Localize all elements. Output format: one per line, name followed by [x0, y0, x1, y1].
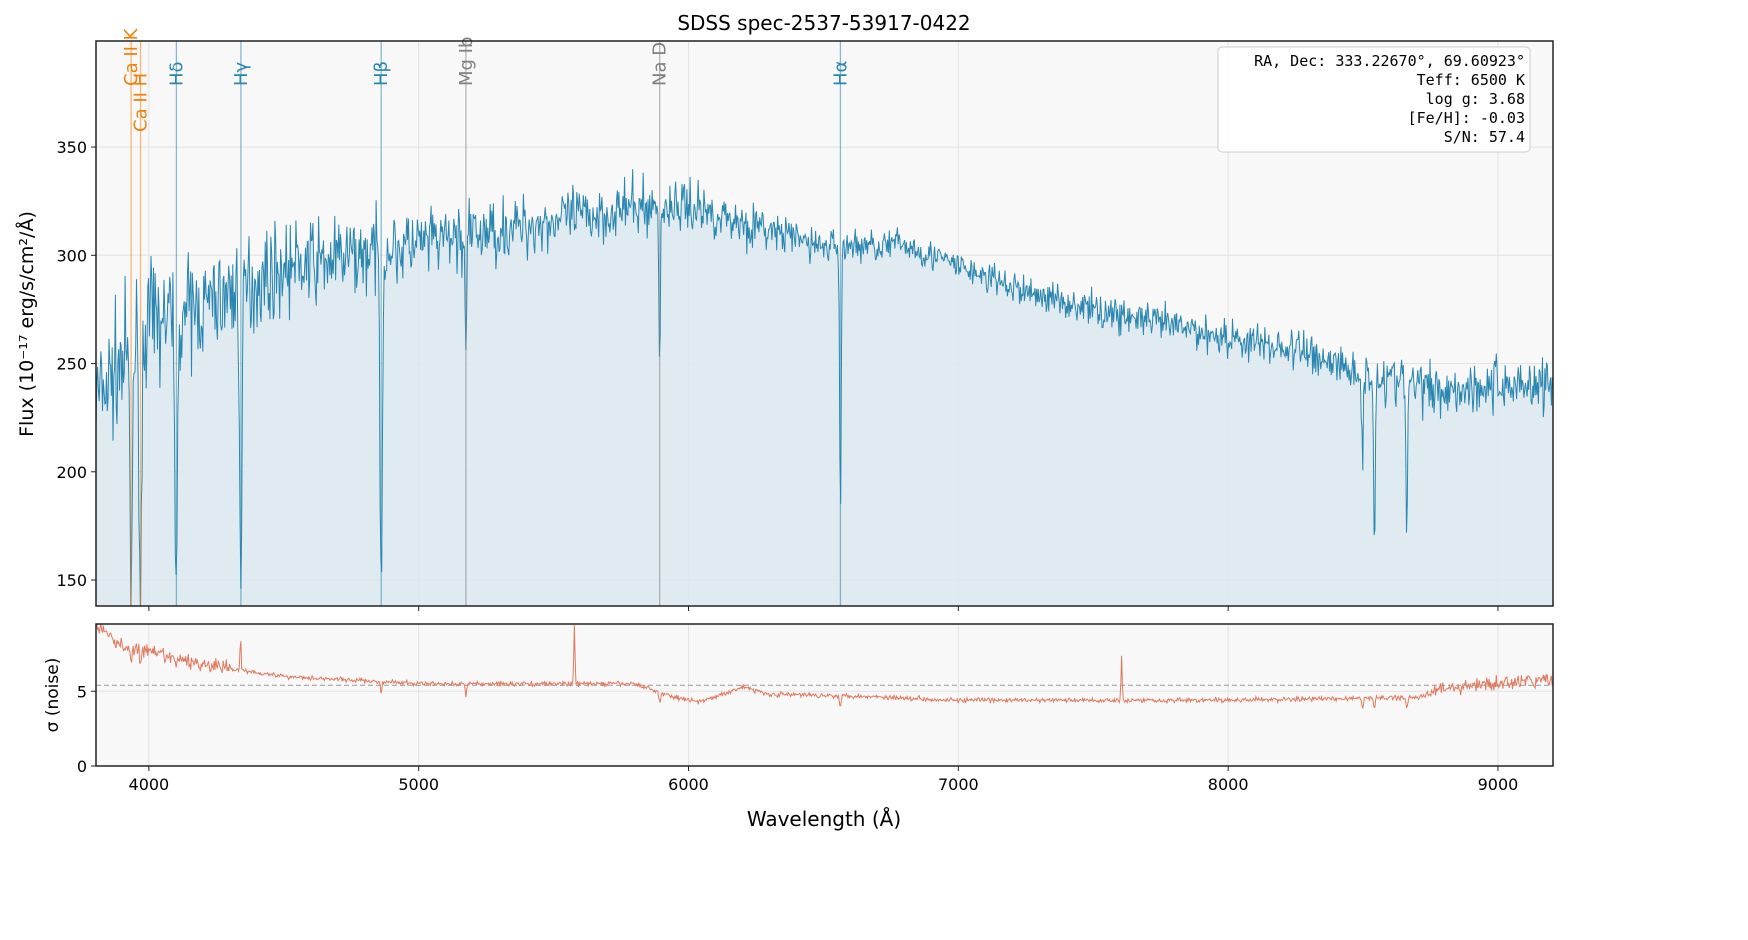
x-tick-label: 8000	[1208, 775, 1249, 794]
info-line: log g: 3.68	[1426, 90, 1525, 108]
line-marker-label: Hγ	[231, 61, 252, 86]
y-axis-label: Flux (10⁻¹⁷ erg/s/cm²/Å)	[15, 211, 38, 437]
chart-title: SDSS spec-2537-53917-0422	[677, 11, 970, 35]
line-marker-label: Ca II K	[121, 27, 142, 86]
x-tick-label: 7000	[938, 775, 979, 794]
x-tick-label: 9000	[1478, 775, 1519, 794]
x-tick-label: 5000	[398, 775, 439, 794]
y-tick-label: 150	[56, 571, 87, 590]
flux-panel-frame	[95, 40, 1554, 607]
info-line: Teff: 6500 K	[1417, 71, 1525, 89]
flux-series	[96, 169, 1553, 606]
line-marker-label: Hδ	[166, 61, 187, 86]
y-tick-label: 350	[56, 138, 87, 157]
y-tick-label: 300	[56, 246, 87, 265]
line-marker-label: Hα	[830, 61, 851, 86]
flux-line	[96, 169, 1553, 606]
y-tick-label: 200	[56, 463, 87, 482]
info-line: S/N: 57.4	[1444, 128, 1525, 146]
info-line: [Fe/H]: -0.03	[1408, 109, 1525, 127]
info-box: RA, Dec: 333.22670°, 69.60923°Teff: 6500…	[1217, 46, 1531, 153]
x-axis-label: Wavelength (Å)	[747, 807, 901, 831]
info-line: RA, Dec: 333.22670°, 69.60923°	[1254, 52, 1525, 70]
flux-fill	[96, 169, 1553, 606]
sigma-tick-label: 5	[77, 682, 87, 701]
sigma-tick-label: 0	[77, 757, 87, 776]
x-tick-label: 6000	[668, 775, 709, 794]
x-tick-label: 4000	[129, 775, 170, 794]
sigma-panel-frame	[95, 623, 1554, 767]
sigma-axis-label: σ (noise)	[43, 658, 63, 733]
line-marker-label: Hβ	[371, 61, 392, 86]
line-marker-label: Ca II H	[131, 73, 152, 132]
sigma-line	[95, 623, 1554, 709]
line-marker-label: Na D	[650, 42, 671, 86]
line-marker-label: Mg Ib	[456, 37, 477, 86]
y-tick-label: 250	[56, 355, 87, 374]
